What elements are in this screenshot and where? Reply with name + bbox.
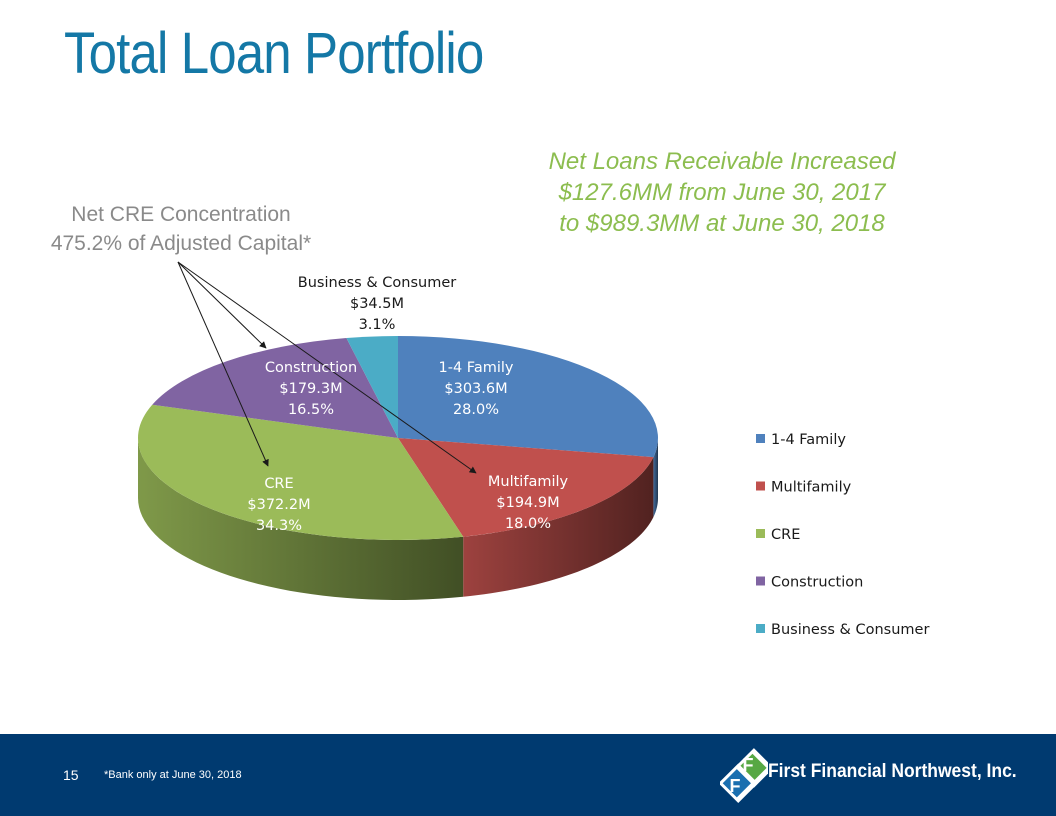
cre-concentration-line-1: Net CRE Concentration [71, 203, 291, 226]
pie-sides [138, 438, 658, 600]
slice-label-business-consumer-percent: 3.1% [359, 317, 396, 333]
slice-label-cre-name: CRE [264, 476, 293, 492]
slice-label-1-4-family-name: 1-4 Family [439, 360, 514, 376]
legend-swatch-business-consumer [756, 624, 765, 633]
company-logo: F F First Financial Northwest, Inc. [718, 747, 1020, 807]
pie-side-multifamily [463, 457, 654, 597]
ff-logo-icon: F F [718, 748, 774, 804]
cre-concentration-callout: Net CRE Concentration 475.2% of Adjusted… [14, 200, 348, 258]
pie-tops [137, 336, 658, 540]
net-loans-callout-line-2: $127.6MM from June 30, 2017 [558, 179, 886, 206]
pie-slice-cre [137, 404, 464, 540]
legend-swatch-construction [756, 576, 765, 586]
svg-text:F: F [730, 776, 741, 796]
slice-label-1-4-family-percent: 28.0% [453, 402, 499, 418]
net-loans-callout: Net Loans Receivable Increased $127.6MM … [502, 146, 942, 239]
net-loans-callout-line-3: to $989.3MM at June 30, 2018 [559, 210, 885, 237]
legend-swatch-cre [756, 529, 765, 538]
slice-label-business-consumer-value: $34.5M [350, 296, 404, 312]
pie-slice-business-consumer [346, 336, 398, 438]
chart-legend: 1-4 Family Multifamily CRE Construction Busi… [756, 432, 929, 638]
brand-name: First Financial Northwest, Inc. [768, 761, 1017, 782]
pie-slice-construction [152, 338, 398, 438]
legend-swatch-1-4-family [756, 434, 765, 443]
slice-label-cre-percent: 34.3% [256, 518, 302, 534]
pie-side-1-4-family [653, 438, 658, 518]
slice-label-cre-value: $372.2M [247, 497, 310, 513]
legend-label-multifamily: Multifamily [771, 480, 852, 496]
net-loans-callout-line-1: Net Loans Receivable Increased [548, 148, 896, 175]
legend-label-cre: CRE [771, 527, 800, 543]
callout-arrows [177, 261, 477, 474]
pie-slice-1-4-family [398, 336, 658, 458]
slice-labels: 1-4 Family $303.6M 28.0% Multifamily $194.9M… [247, 275, 568, 534]
cre-concentration-line-2: 475.2% of Adjusted Capital* [50, 232, 312, 255]
footnote: *Bank only at June 30, 2018 [104, 769, 242, 781]
slice-label-multifamily-percent: 18.0% [505, 516, 551, 532]
callout-arrow-1 [177, 261, 269, 467]
legend-label-business-consumer: Business & Consumer [771, 622, 929, 638]
footer-bar: 15 *Bank only at June 30, 2018 F F First… [0, 734, 1056, 816]
slice-label-construction-name: Construction [265, 360, 357, 376]
svg-text:F: F [743, 755, 754, 775]
callout-arrow-3 [177, 261, 477, 474]
page-number: 15 [63, 767, 79, 783]
pie-side-cre [138, 438, 464, 600]
legend-label-construction: Construction [771, 575, 863, 591]
page-title: Total Loan Portfolio [64, 21, 484, 86]
slice-label-business-consumer-name: Business & Consumer [298, 275, 456, 291]
slice-label-multifamily-name: Multifamily [488, 474, 569, 490]
legend-label-1-4-family: 1-4 Family [771, 432, 846, 448]
loan-portfolio-pie-chart: 1-4 Family $303.6M 28.0% Multifamily $194.9M… [137, 261, 929, 638]
callout-arrow-2 [177, 261, 267, 349]
legend-swatch-multifamily [756, 481, 765, 491]
slice-label-1-4-family-value: $303.6M [444, 381, 507, 397]
slice-label-construction-value: $179.3M [279, 381, 342, 397]
slice-label-construction-percent: 16.5% [288, 402, 334, 418]
slice-label-multifamily-value: $194.9M [496, 495, 559, 511]
